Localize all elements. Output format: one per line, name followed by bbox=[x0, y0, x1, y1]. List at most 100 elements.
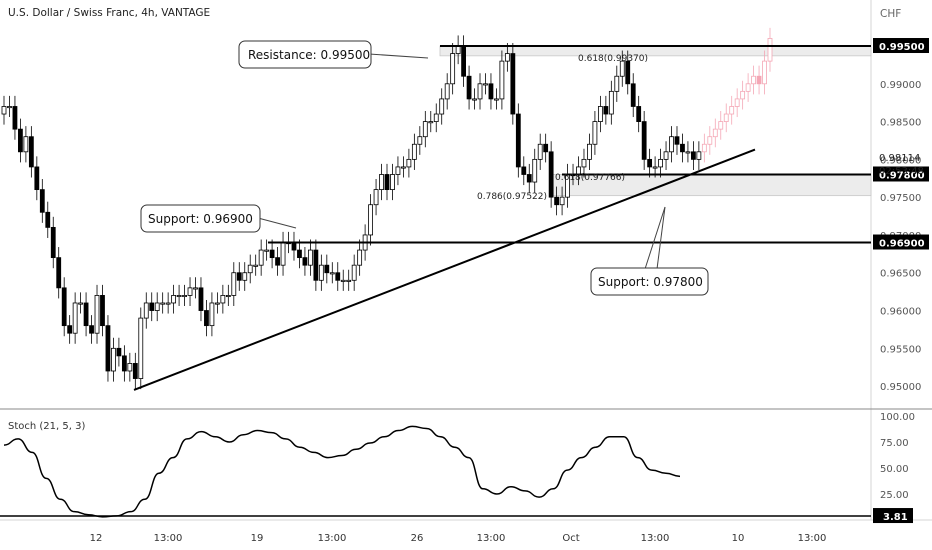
price-tick-label: 0.97500 bbox=[880, 193, 921, 204]
candle-body bbox=[379, 174, 384, 191]
candle-body bbox=[767, 38, 773, 62]
candle-body bbox=[384, 174, 390, 191]
price-tick-label: 0.95500 bbox=[880, 344, 921, 355]
candle-body bbox=[669, 136, 674, 153]
candle-body bbox=[78, 302, 83, 305]
candle-body bbox=[138, 317, 144, 379]
candle-body bbox=[559, 196, 565, 206]
stoch-value-label: 3.81 bbox=[873, 508, 913, 524]
price-tick-label: 0.96500 bbox=[880, 269, 921, 280]
candle-body bbox=[663, 151, 669, 160]
candle-body bbox=[477, 83, 483, 100]
candle-body bbox=[625, 60, 631, 85]
candle-body bbox=[318, 264, 324, 281]
callout-support-low[interactable]: Support: 0.96900 bbox=[140, 204, 297, 233]
candle-body bbox=[127, 363, 133, 372]
time-tick-label: 12 bbox=[90, 533, 103, 544]
candle-body bbox=[433, 113, 439, 122]
candle-body bbox=[647, 158, 653, 168]
candle-body bbox=[307, 249, 313, 266]
candle-body bbox=[12, 106, 18, 130]
candle-body bbox=[231, 272, 237, 296]
candle-body bbox=[143, 302, 149, 319]
candle-body bbox=[494, 98, 499, 101]
stoch-tick-label: 100.00 bbox=[880, 412, 915, 423]
candles bbox=[1, 27, 773, 390]
price-tick-label: 0.95000 bbox=[880, 382, 921, 393]
candle-body bbox=[236, 272, 242, 281]
stoch-tick-label: 50.00 bbox=[880, 464, 909, 475]
candle-body bbox=[67, 325, 73, 334]
callout-resistance[interactable]: Resistance: 0.99500 bbox=[238, 40, 429, 69]
time-tick-label: 13:00 bbox=[477, 533, 506, 544]
callout-support-high[interactable]: Support: 0.97800 bbox=[590, 206, 709, 296]
candle-body bbox=[515, 113, 521, 168]
candle-body bbox=[56, 257, 62, 289]
candle-body bbox=[597, 106, 603, 122]
candle-body bbox=[100, 295, 105, 327]
candle-body bbox=[548, 151, 554, 198]
time-tick-label: Oct bbox=[562, 533, 579, 544]
candle-body bbox=[23, 136, 29, 153]
price-label-0978: 0.97800 bbox=[873, 166, 929, 182]
price-tick-label: 0.98500 bbox=[880, 118, 921, 129]
candle-body bbox=[357, 249, 363, 266]
last-price: 0.98114 bbox=[879, 153, 920, 164]
candle-body bbox=[499, 60, 505, 100]
candle-body bbox=[428, 121, 434, 124]
candle-body bbox=[313, 249, 319, 281]
candle-body bbox=[543, 143, 549, 153]
candle-body bbox=[182, 295, 187, 298]
time-tick-label: 26 bbox=[411, 533, 424, 544]
candle-body bbox=[691, 151, 696, 160]
candle-body bbox=[740, 90, 746, 100]
candle-body bbox=[160, 302, 166, 305]
candle-body bbox=[734, 98, 740, 107]
candle-body bbox=[89, 325, 94, 334]
candle-body bbox=[105, 325, 111, 372]
candle-body bbox=[302, 257, 308, 266]
candle-body bbox=[504, 53, 510, 62]
candle-body bbox=[111, 347, 116, 372]
time-tick-label: 13:00 bbox=[318, 533, 347, 544]
stoch-line bbox=[3, 425, 681, 518]
time-axis: 12 13:00 19 13:00 26 13:00 Oct 13:00 10 13:00 bbox=[90, 533, 827, 544]
candle-body bbox=[329, 272, 335, 275]
candle-body bbox=[510, 53, 516, 115]
candle-body bbox=[149, 302, 155, 311]
svg-text:3.81: 3.81 bbox=[883, 512, 908, 523]
candle-body bbox=[608, 90, 614, 115]
candle-body bbox=[444, 83, 450, 100]
candle-body bbox=[762, 60, 767, 85]
candle-body bbox=[718, 121, 724, 130]
candle-body bbox=[701, 143, 707, 153]
candle-body bbox=[658, 158, 663, 168]
candle-body bbox=[636, 106, 642, 122]
fib-label-lower-right: 0.618(0.97766) bbox=[555, 173, 625, 183]
price-tick-label: 0.99000 bbox=[880, 80, 921, 91]
candle-body bbox=[723, 113, 729, 122]
candle-body bbox=[526, 174, 532, 183]
candle-body bbox=[225, 295, 231, 298]
candle-body bbox=[154, 302, 160, 311]
svg-text:0.96900: 0.96900 bbox=[879, 239, 925, 250]
callout-resistance-text: Resistance: 0.99500 bbox=[248, 48, 370, 62]
candle-body bbox=[603, 106, 609, 115]
candle-body bbox=[39, 189, 45, 213]
callout-support-high-text: Support: 0.97800 bbox=[598, 275, 703, 289]
candle-body bbox=[532, 158, 538, 183]
candle-body bbox=[28, 136, 34, 168]
candle-body bbox=[220, 295, 226, 304]
fib-label-lower-left: 0.786(0.97522) bbox=[477, 192, 547, 202]
candle-body bbox=[461, 45, 467, 77]
candle-body bbox=[83, 302, 89, 327]
candle-body bbox=[94, 295, 100, 334]
candle-body bbox=[483, 83, 488, 86]
candle-body bbox=[401, 166, 406, 169]
candle-body bbox=[324, 264, 330, 274]
countdown: 02:53:48 bbox=[879, 166, 924, 177]
stoch-title: Stoch (21, 5, 3) bbox=[8, 421, 85, 432]
candle-body bbox=[373, 189, 379, 206]
candle-body bbox=[455, 45, 461, 54]
